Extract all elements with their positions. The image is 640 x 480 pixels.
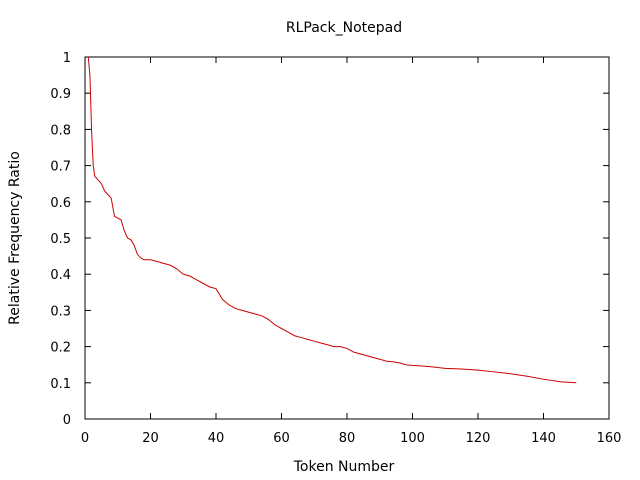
y-tick-label: 0.5 <box>50 232 71 247</box>
x-tick-label: 120 <box>466 431 491 446</box>
y-axis-label: Relative Frequency Ratio <box>7 151 23 325</box>
y-tick-label: 0.9 <box>50 87 71 102</box>
x-tick-label: 140 <box>531 431 556 446</box>
x-tick-label: 100 <box>400 431 425 446</box>
x-axis-label: Token Number <box>293 459 395 475</box>
x-tick-label: 80 <box>339 431 356 446</box>
y-tick-label: 0.6 <box>50 196 71 211</box>
x-tick-label: 60 <box>273 431 290 446</box>
y-tick-label: 0 <box>63 413 71 428</box>
x-tick-label: 20 <box>142 431 159 446</box>
x-tick-label: 40 <box>208 431 225 446</box>
y-axis: 0 0.1 0.2 0.3 0.4 0.5 0.6 0.7 0.8 0.9 1 <box>50 51 609 428</box>
x-tick-label: 160 <box>597 431 622 446</box>
plot-frame <box>84 56 610 420</box>
x-axis: 0 20 40 60 80 100 120 140 160 <box>81 57 622 446</box>
y-tick-label: 0.2 <box>50 341 71 356</box>
y-tick-label: 0.7 <box>50 160 71 175</box>
x-tick-label: 0 <box>81 431 89 446</box>
y-tick-label: 0.3 <box>50 304 71 319</box>
y-tick-label: 0.8 <box>50 123 71 138</box>
y-tick-label: 0.1 <box>50 377 71 392</box>
chart-title: RLPack_Notepad <box>286 20 402 36</box>
y-tick-label: 0.4 <box>50 268 71 283</box>
series-line <box>87 56 577 384</box>
y-tick-label: 1 <box>63 51 71 66</box>
